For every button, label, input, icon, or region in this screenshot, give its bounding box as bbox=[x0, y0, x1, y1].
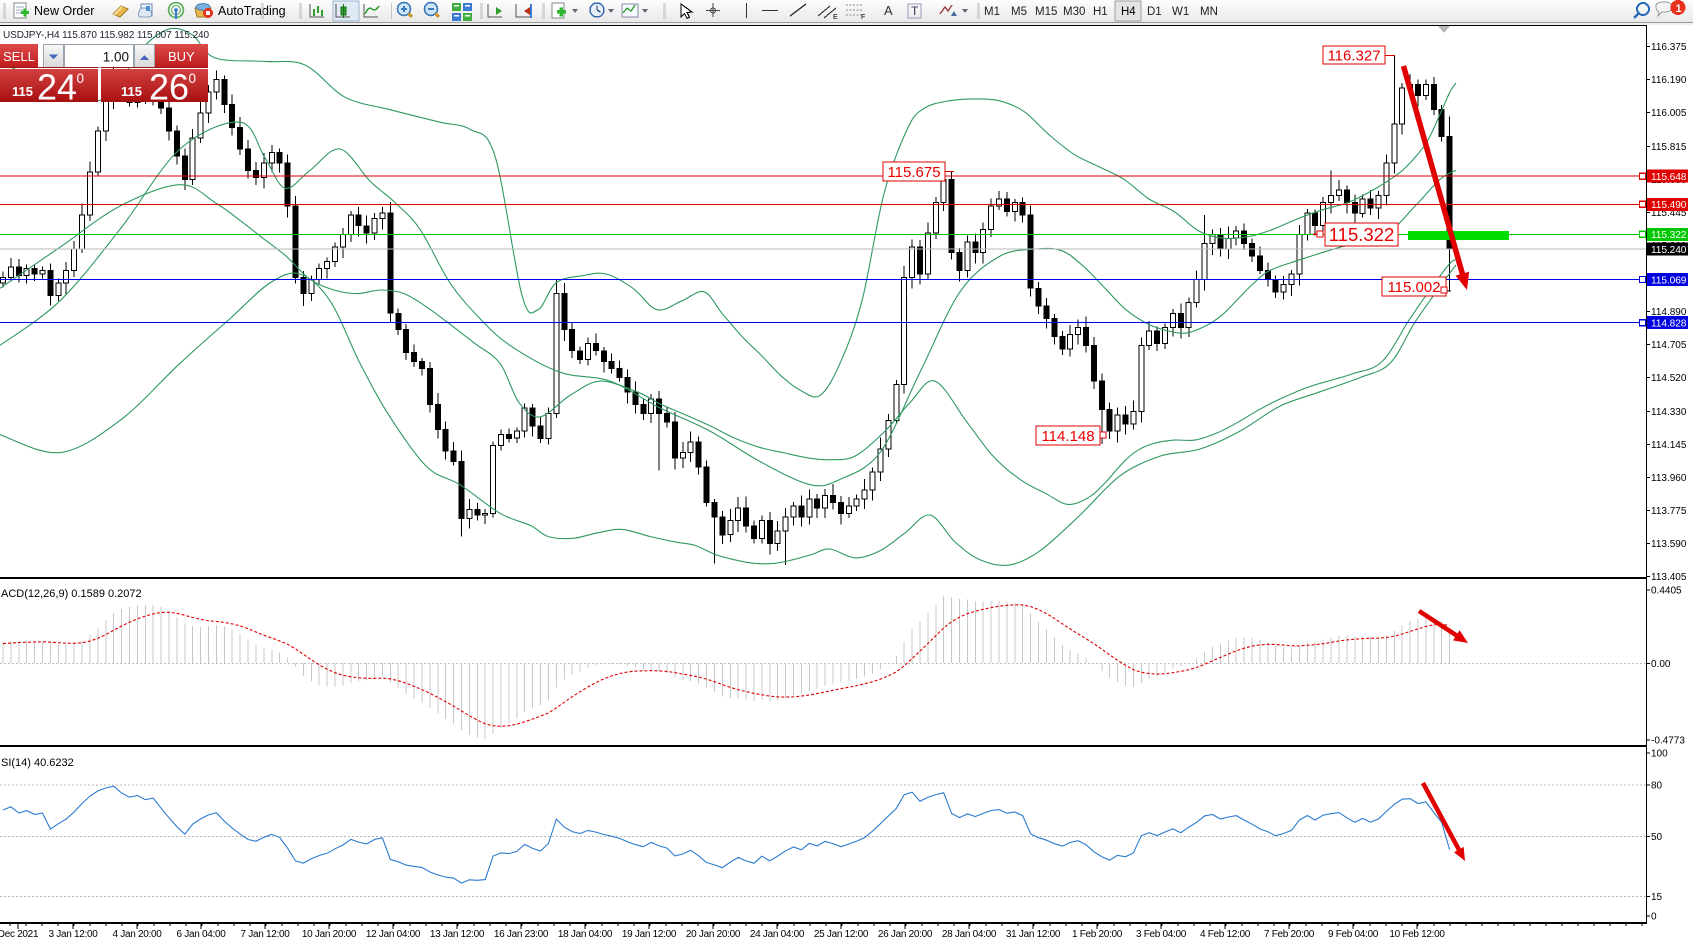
svg-text:12 Jan 04:00: 12 Jan 04:00 bbox=[366, 929, 421, 940]
svg-text:114.330: 114.330 bbox=[1651, 407, 1687, 418]
svg-text:50: 50 bbox=[1651, 832, 1663, 843]
svg-text:116.375: 116.375 bbox=[1651, 42, 1687, 53]
svg-text:113.590: 113.590 bbox=[1651, 539, 1687, 550]
svg-text:1 Feb 20:00: 1 Feb 20:00 bbox=[1072, 929, 1123, 940]
svg-text:SELL: SELL bbox=[3, 49, 35, 64]
svg-text:3 Jan 12:00: 3 Jan 12:00 bbox=[49, 929, 99, 940]
svg-text:New Order: New Order bbox=[34, 4, 94, 18]
svg-text:100: 100 bbox=[1651, 749, 1668, 760]
svg-text:19 Jan 12:00: 19 Jan 12:00 bbox=[622, 929, 677, 940]
svg-text:0.4405: 0.4405 bbox=[1651, 586, 1682, 597]
svg-text:MN: MN bbox=[1200, 6, 1218, 18]
svg-text:115.490: 115.490 bbox=[1651, 200, 1687, 211]
svg-text:26: 26 bbox=[149, 67, 189, 108]
svg-text:115.069: 115.069 bbox=[1651, 275, 1687, 286]
svg-text:Dec 2021: Dec 2021 bbox=[0, 929, 39, 940]
svg-text:H1: H1 bbox=[1093, 6, 1108, 18]
svg-text:115: 115 bbox=[121, 84, 142, 99]
svg-text:26 Jan 20:00: 26 Jan 20:00 bbox=[878, 929, 933, 940]
svg-text:4 Jan 20:00: 4 Jan 20:00 bbox=[113, 929, 163, 940]
svg-text:AutoTrading: AutoTrading bbox=[218, 4, 286, 18]
svg-text:116.327: 116.327 bbox=[1327, 47, 1380, 64]
svg-text:115.002: 115.002 bbox=[1387, 279, 1440, 296]
svg-text:H4: H4 bbox=[1121, 6, 1136, 18]
svg-text:1: 1 bbox=[1676, 3, 1682, 15]
svg-text:114.520: 114.520 bbox=[1651, 373, 1687, 384]
svg-text:116.005: 116.005 bbox=[1651, 108, 1687, 119]
svg-text:M15: M15 bbox=[1035, 6, 1057, 18]
svg-text:28 Jan 04:00: 28 Jan 04:00 bbox=[942, 929, 997, 940]
svg-text:T: T bbox=[911, 4, 919, 18]
svg-text:0: 0 bbox=[77, 71, 85, 86]
svg-text:4 Feb 12:00: 4 Feb 12:00 bbox=[1200, 929, 1251, 940]
svg-text:31 Jan 12:00: 31 Jan 12:00 bbox=[1006, 929, 1061, 940]
svg-text:10 Feb 12:00: 10 Feb 12:00 bbox=[1389, 929, 1445, 940]
svg-text:6 Jan 04:00: 6 Jan 04:00 bbox=[177, 929, 227, 940]
svg-text:F: F bbox=[861, 14, 865, 21]
svg-text:D1: D1 bbox=[1147, 6, 1162, 18]
svg-text:115.675: 115.675 bbox=[887, 164, 940, 181]
svg-text:15: 15 bbox=[1651, 892, 1663, 903]
svg-text:114.828: 114.828 bbox=[1651, 318, 1687, 329]
svg-text:116.190: 116.190 bbox=[1651, 75, 1687, 86]
svg-text:M1: M1 bbox=[984, 6, 1000, 18]
svg-text:115.322: 115.322 bbox=[1329, 224, 1395, 245]
svg-text:24 Jan 04:00: 24 Jan 04:00 bbox=[750, 929, 805, 940]
svg-text:16 Jan 23:00: 16 Jan 23:00 bbox=[494, 929, 549, 940]
svg-text:20 Jan 20:00: 20 Jan 20:00 bbox=[686, 929, 741, 940]
svg-text:114.705: 114.705 bbox=[1651, 340, 1687, 351]
svg-text:80: 80 bbox=[1651, 781, 1663, 792]
svg-text:1.00: 1.00 bbox=[103, 50, 129, 65]
svg-text:24: 24 bbox=[37, 67, 77, 108]
svg-text:25 Jan 12:00: 25 Jan 12:00 bbox=[814, 929, 869, 940]
svg-text:0.00: 0.00 bbox=[1651, 659, 1671, 670]
svg-text:9 Feb 04:00: 9 Feb 04:00 bbox=[1328, 929, 1379, 940]
svg-text:SI(14) 40.6232: SI(14) 40.6232 bbox=[1, 757, 74, 769]
svg-text:115.445: 115.445 bbox=[1651, 208, 1687, 219]
svg-text:A: A bbox=[884, 3, 893, 18]
svg-text:115.648: 115.648 bbox=[1651, 172, 1687, 183]
svg-text:0: 0 bbox=[1651, 912, 1657, 923]
svg-text:114.148: 114.148 bbox=[1041, 428, 1094, 445]
svg-text:-0.4773: -0.4773 bbox=[1651, 736, 1685, 747]
svg-text:115.322: 115.322 bbox=[1651, 230, 1687, 241]
svg-text:113.775: 113.775 bbox=[1651, 506, 1687, 517]
svg-text:BUY: BUY bbox=[168, 49, 195, 64]
svg-text:7 Feb 20:00: 7 Feb 20:00 bbox=[1264, 929, 1315, 940]
svg-text:115: 115 bbox=[12, 84, 33, 99]
svg-text:7 Jan 12:00: 7 Jan 12:00 bbox=[241, 929, 291, 940]
svg-text:115.815: 115.815 bbox=[1651, 142, 1687, 153]
svg-text:113.405: 113.405 bbox=[1651, 572, 1687, 583]
svg-text:W1: W1 bbox=[1172, 6, 1189, 18]
svg-text:USDJPY-,H4 115.870 115.982 11: USDJPY-,H4 115.870 115.982 115.007 115.2… bbox=[3, 30, 209, 41]
svg-text:E: E bbox=[833, 14, 838, 21]
svg-text:M30: M30 bbox=[1063, 6, 1085, 18]
svg-text:13 Jan 12:00: 13 Jan 12:00 bbox=[430, 929, 485, 940]
svg-text:115.240: 115.240 bbox=[1651, 245, 1687, 256]
svg-text:M5: M5 bbox=[1011, 6, 1027, 18]
svg-text:18 Jan 04:00: 18 Jan 04:00 bbox=[558, 929, 613, 940]
svg-text:10 Jan 20:00: 10 Jan 20:00 bbox=[302, 929, 357, 940]
svg-text:ACD(12,26,9) 0.1589 0.2072: ACD(12,26,9) 0.1589 0.2072 bbox=[1, 588, 142, 600]
svg-text:114.145: 114.145 bbox=[1651, 440, 1687, 451]
svg-text:0: 0 bbox=[189, 71, 197, 86]
svg-text:113.960: 113.960 bbox=[1651, 473, 1687, 484]
svg-text:3 Feb 04:00: 3 Feb 04:00 bbox=[1136, 929, 1187, 940]
svg-text:114.890: 114.890 bbox=[1651, 307, 1687, 318]
